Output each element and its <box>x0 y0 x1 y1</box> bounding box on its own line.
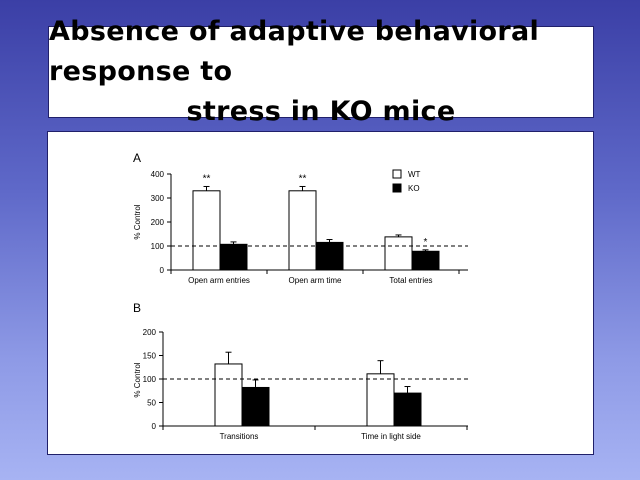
y-tick-label: 200 <box>143 328 157 337</box>
y-tick-label: 100 <box>151 242 165 251</box>
y-tick-label: 400 <box>151 170 165 179</box>
y-tick-label: 200 <box>151 218 165 227</box>
bar-ko <box>411 250 440 271</box>
slide-title-box: Absence of adaptive behavioral response … <box>48 16 594 127</box>
y-tick-label: 0 <box>152 422 157 431</box>
figure-panel: A % Control 0 100 200 300 400 Open arm entries O… <box>47 131 594 455</box>
legend-label-ko: KO <box>408 184 420 193</box>
significance-marker: ** <box>299 173 307 184</box>
y-tick-label: 50 <box>147 399 156 408</box>
x-tick-label: Transitions <box>220 432 259 441</box>
y-tick-label: 100 <box>143 375 157 384</box>
y-tick-label: 300 <box>151 194 165 203</box>
bar-wt <box>214 363 243 427</box>
slide-title-line-2: stress in KO mice <box>186 96 456 127</box>
significance-marker: ** <box>203 173 211 184</box>
legend-swatch-ko <box>392 183 402 193</box>
x-tick-label: Open arm entries <box>188 276 250 285</box>
legend-label-wt: WT <box>408 170 421 179</box>
y-axis-label: % Control <box>133 204 142 239</box>
y-tick-label: 0 <box>160 266 165 275</box>
panel-label-B: B <box>133 301 141 315</box>
panel-label-A: A <box>133 151 141 165</box>
bar-wt <box>384 236 413 271</box>
slide-title-line-1: Absence of adaptive behavioral response … <box>49 16 540 87</box>
bar-wt <box>192 190 221 271</box>
x-tick-label: Total entries <box>389 276 432 285</box>
y-axis-label: % Control <box>133 362 142 397</box>
x-tick-label: Open arm time <box>289 276 342 285</box>
bar-wt <box>366 373 395 427</box>
bar-ko <box>241 386 270 427</box>
significance-marker: * <box>424 237 428 248</box>
bar-ko <box>219 243 248 271</box>
bar-ko <box>315 241 344 271</box>
bar-charts-svg: A % Control 0 100 200 300 400 Open arm entries O… <box>133 151 468 441</box>
bar-ko <box>393 392 422 427</box>
x-tick-label: Time in light side <box>361 432 421 441</box>
y-tick-label: 150 <box>143 352 157 361</box>
legend-swatch-wt <box>392 169 402 179</box>
bar-wt <box>288 190 317 271</box>
